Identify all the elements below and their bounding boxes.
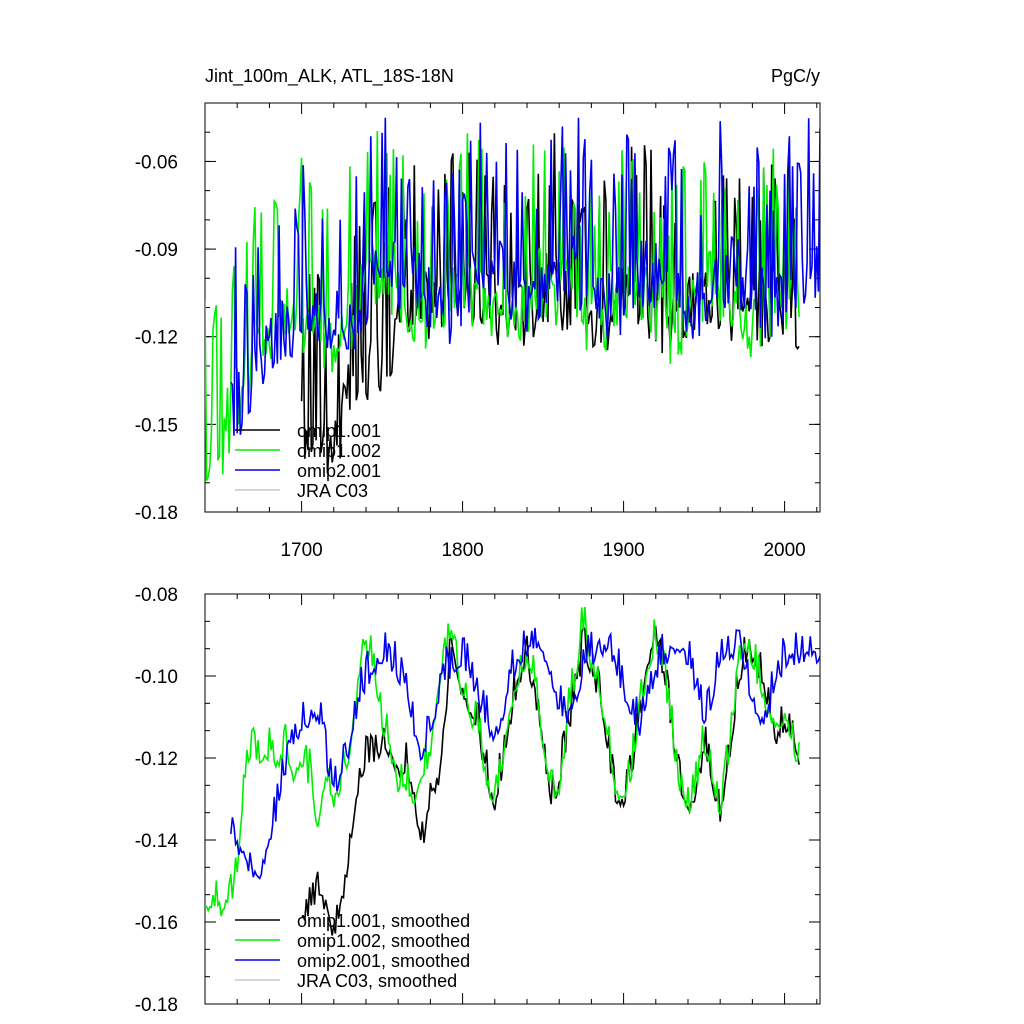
x-tick-label: 1800 <box>441 540 483 561</box>
units-label: PgC/y <box>771 66 820 86</box>
legend-label: omip1.001, smoothed <box>297 911 470 931</box>
plot-frame <box>204 593 821 1005</box>
x-tick-label: 1700 <box>280 540 322 561</box>
y-tick-label: -0.06 <box>135 152 178 173</box>
chart-title: Jint_100m_ALK, ATL_18S-18N <box>205 66 454 87</box>
x-tick-label: 2000 <box>763 540 805 561</box>
y-tick-label: -0.16 <box>135 913 178 934</box>
x-tick-label: 1900 <box>602 540 644 561</box>
y-tick-label: -0.15 <box>135 415 178 436</box>
legend-label: omip1.002, smoothed <box>297 931 470 951</box>
y-tick-label: -0.18 <box>135 995 178 1016</box>
legend-label: omip1.001 <box>297 421 381 441</box>
legend-label: omip2.001, smoothed <box>297 951 470 971</box>
y-tick-label: -0.08 <box>135 585 178 606</box>
series-line-omip2-001 <box>230 117 820 436</box>
top-panel: Jint_100m_ALK, ATL_18S-18N PgC/y -0.18 -0.1… <box>135 66 821 561</box>
y-tick-label: -0.18 <box>135 503 178 524</box>
legend-label: omip2.001 <box>297 461 381 481</box>
y-tick-label: -0.09 <box>135 240 178 261</box>
series-line-omip2-001-smoothed <box>230 627 820 880</box>
series-line-omip1-002-smoothed <box>205 607 800 917</box>
legend-label: JRA C03 <box>297 481 368 501</box>
legend-label: omip1.002 <box>297 441 381 461</box>
bottom-panel: -0.18 -0.16 -0.14 -0.12 -0.10 -0.08 omip1.001,… <box>135 585 821 1016</box>
y-tick-label: -0.10 <box>135 667 178 688</box>
y-tick-label: -0.12 <box>135 328 178 349</box>
legend-label: JRA C03, smoothed <box>297 971 457 991</box>
series-line-omip1-001-smoothed <box>301 625 800 936</box>
y-tick-label: -0.14 <box>135 831 179 852</box>
y-tick-label: -0.12 <box>135 749 178 770</box>
